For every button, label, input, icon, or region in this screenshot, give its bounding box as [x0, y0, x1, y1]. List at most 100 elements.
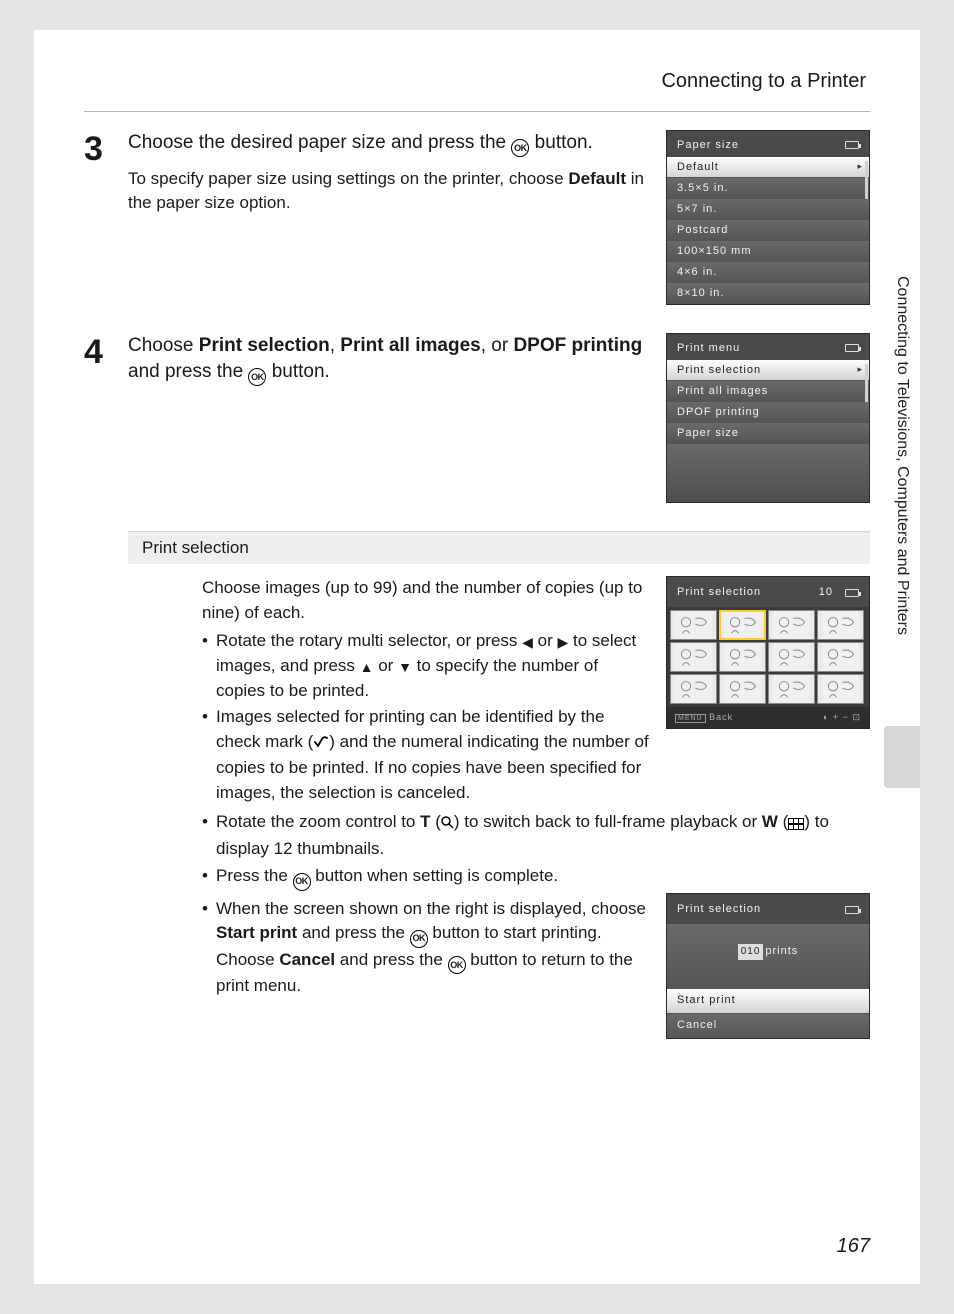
footer-back: MENU Back [675, 711, 733, 724]
lcd-thumbnails: Print selection 10 MENU Back ◐ + − ⊡ [666, 576, 870, 729]
page-number: 167 [837, 1235, 870, 1258]
text-bold: Cancel [279, 950, 335, 969]
thumbnail [817, 610, 864, 640]
print-selection-details: Choose images (up to 99) and the number … [202, 576, 870, 1039]
side-tab: Connecting to Televisions, Computers and… [884, 268, 920, 788]
thumbnail [670, 674, 717, 704]
thumbnail [719, 674, 766, 704]
lcd-title: Paper size [677, 139, 739, 151]
text-bold: T [420, 812, 430, 831]
text: or [374, 656, 399, 675]
lcd-item: 3.5×5 in. [667, 178, 869, 199]
step-number: 3 [84, 132, 128, 166]
lcd-item: Paper size [667, 423, 869, 444]
thumbnail [768, 610, 815, 640]
lcd-item: DPOF printing [667, 402, 869, 423]
text: ) to switch back to full-frame playback … [454, 812, 762, 831]
step-3: 3 Choose the desired paper size and pres… [84, 130, 870, 305]
text-bold: Print selection [199, 335, 330, 356]
text: button to start printing. [428, 923, 602, 942]
lcd-item: Default [667, 157, 869, 178]
right-arrow-icon: ▶ [557, 634, 568, 650]
thumbnail [719, 610, 766, 640]
text-bold: W [762, 812, 778, 831]
step-3-text: Choose the desired paper size and press … [128, 130, 650, 215]
lcd-item: 5×7 in. [667, 199, 869, 220]
side-tab-label: Connecting to Televisions, Computers and… [893, 268, 911, 635]
text: or [533, 631, 558, 650]
print-count-label: prints [765, 945, 798, 957]
step-4: 4 Choose Print selection, Print all imag… [84, 333, 870, 503]
section-heading: Print selection [128, 531, 870, 564]
thumbnail [817, 674, 864, 704]
magnify-icon [441, 812, 454, 837]
text: ( [431, 812, 441, 831]
lcd-title: Print selection [677, 585, 761, 601]
text: Press the [216, 866, 293, 885]
page-header: Connecting to a Printer [84, 70, 870, 93]
lcd-title: Print menu [677, 342, 740, 354]
text: and press the [128, 361, 248, 382]
step-4-text: Choose Print selection, Print all images… [128, 333, 650, 386]
scrollbar [865, 161, 868, 199]
text: , [330, 335, 341, 356]
up-arrow-icon: ▲ [360, 659, 374, 675]
ok-button-icon: OK [248, 368, 266, 386]
intro-text: Choose images (up to 99) and the number … [202, 576, 650, 625]
battery-icon [845, 344, 859, 352]
page: Connecting to a Printer 3 Choose the des… [34, 30, 920, 1284]
print-count: 010 [738, 944, 764, 961]
text: and press the [297, 923, 409, 942]
text: button when setting is complete. [311, 866, 559, 885]
ok-button-icon: OK [511, 139, 529, 157]
text: and press the [335, 950, 447, 969]
text-bold: Print all images [340, 335, 480, 356]
bullet-2: Images selected for printing can be iden… [202, 705, 650, 806]
bullet-3: Rotate the zoom control to T () to switc… [202, 810, 870, 862]
thumbnail [768, 642, 815, 672]
text: When the screen shown on the right is di… [216, 899, 646, 918]
ok-button-icon: OK [448, 956, 466, 974]
option-cancel: Cancel [667, 1013, 869, 1038]
lcd-item: 4×6 in. [667, 262, 869, 283]
step-3-desc: To specify paper size using settings on … [128, 167, 650, 215]
down-arrow-icon: ▼ [398, 659, 412, 675]
lcd-item: Print selection [667, 360, 869, 381]
step-number: 4 [84, 335, 128, 369]
text: Choose [216, 950, 279, 969]
text: , or [481, 335, 514, 356]
text: To specify paper size using settings on … [128, 169, 568, 188]
thumbnail [670, 610, 717, 640]
left-arrow-icon: ◀ [522, 634, 533, 650]
lcd-item: Print all images [667, 381, 869, 402]
thumbnail [817, 642, 864, 672]
bullet-4: Press the OK button when setting is comp… [202, 864, 870, 891]
battery-icon [845, 141, 859, 149]
lcd-item: 100×150 mm [667, 241, 869, 262]
text: Back [709, 712, 733, 722]
text: ( [778, 812, 788, 831]
lcd-paper-size: Paper size Default3.5×5 in.5×7 in.Postca… [666, 130, 870, 305]
text: button. [266, 361, 329, 382]
side-tab-stub [884, 726, 920, 788]
text-bold: DPOF printing [513, 335, 642, 356]
footer-icons: ◐ + − ⊡ [823, 711, 861, 724]
text-bold: Default [568, 169, 626, 188]
ok-button-icon: OK [293, 873, 311, 891]
thumbnail [768, 674, 815, 704]
checkmark-icon [313, 732, 329, 757]
lcd-item: Postcard [667, 220, 869, 241]
text-bold: Start print [216, 923, 297, 942]
battery-icon [845, 589, 859, 597]
text: Choose the desired paper size and press … [128, 132, 511, 153]
lcd-print-menu: Print menu Print selectionPrint all imag… [666, 333, 870, 503]
lcd-title: Print selection [677, 902, 761, 918]
ok-button-icon: OK [410, 930, 428, 948]
divider [84, 111, 870, 112]
lcd-start-print: Print selection 010prints Start print Ca… [666, 893, 870, 1039]
thumb-count: 10 [819, 585, 839, 601]
text: button. [529, 132, 592, 153]
scrollbar [865, 364, 868, 402]
text: Choose [128, 335, 199, 356]
text: Rotate the rotary multi selector, or pre… [216, 631, 522, 650]
